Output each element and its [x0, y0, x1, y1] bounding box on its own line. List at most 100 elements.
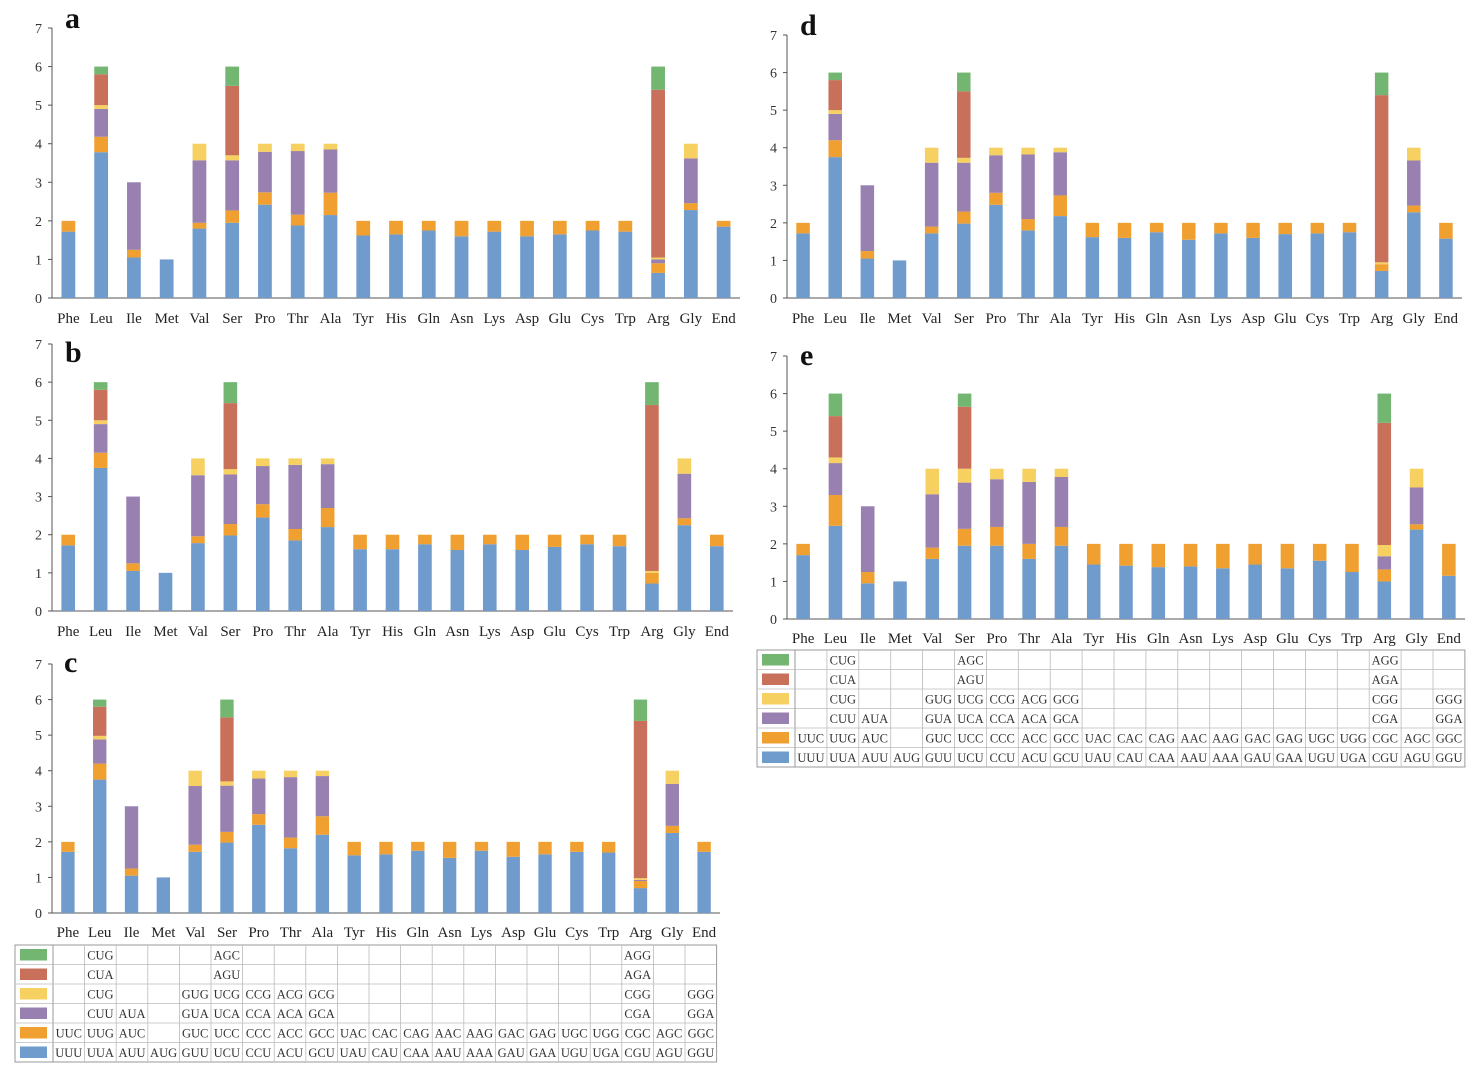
y-tick-label: 6	[770, 67, 777, 82]
codon-cell: GAA	[529, 1046, 556, 1060]
bar-segment	[1086, 564, 1101, 619]
codon-cell: AUC	[862, 731, 888, 745]
bar-segment	[258, 192, 272, 205]
bar-segment	[223, 535, 238, 611]
bar-segment	[255, 517, 270, 611]
chart-b: b 0 1 2 3 4 5 6 7 Phe Leu Ile Met Val Ser Pro Thr Ala Tyr H…	[35, 336, 733, 640]
bar-segment	[585, 220, 600, 231]
bar-segment	[957, 211, 971, 224]
bar-segment	[158, 572, 173, 611]
codon-cell: GCC	[309, 1026, 335, 1040]
x-tick-label: Thr	[1017, 311, 1039, 327]
bar-segment	[1248, 543, 1262, 565]
x-tick-label: Glu	[1276, 631, 1299, 647]
legend-swatch	[20, 988, 47, 1000]
x-tick-label: Ala	[312, 925, 334, 941]
x-tick-label: Gly	[661, 925, 684, 941]
x-tick-label: Trp	[615, 311, 636, 327]
codon-cell: CAC	[372, 1026, 398, 1040]
x-tick-label: Gly	[680, 311, 703, 327]
bar-segment	[1149, 222, 1164, 233]
y-tick-label: 2	[35, 215, 42, 230]
bar-segment	[645, 572, 659, 584]
bar-segment	[258, 151, 272, 193]
codon-cell: UGA	[592, 1046, 619, 1060]
bar-segment	[1151, 567, 1166, 619]
panel-letter: b	[65, 336, 82, 369]
codon-cell: UUG	[87, 1026, 114, 1040]
y-tick-label: 4	[770, 142, 777, 157]
bar-segment	[828, 140, 842, 158]
codon-cell: AGC	[214, 948, 240, 962]
bar-segment	[1054, 545, 1069, 619]
y-tick-label: 3	[35, 800, 42, 815]
bar-segment	[925, 468, 940, 495]
bar-segment	[618, 220, 633, 232]
bar-segment	[651, 272, 665, 298]
bar-segment	[683, 210, 698, 298]
codon-cell: AGC	[1404, 731, 1430, 745]
bar-segment	[290, 225, 305, 298]
codon-cell: GCC	[1053, 731, 1079, 745]
bar-segment	[188, 770, 202, 787]
bar-segment	[283, 770, 298, 778]
bar-segment	[601, 852, 616, 913]
bar-segment	[290, 151, 305, 215]
bar-segment	[570, 851, 584, 913]
bar-segment	[1149, 232, 1164, 298]
x-tick-label: Asp	[1243, 631, 1267, 647]
x-tick-label: Tyr	[350, 624, 371, 640]
bar-segment	[515, 534, 530, 550]
bar-segment	[283, 777, 298, 838]
bar-segment	[290, 214, 305, 226]
bar-segment	[925, 494, 940, 548]
bar-segment	[860, 258, 875, 298]
x-tick-label: Arg	[647, 311, 671, 327]
bar-segment	[442, 857, 457, 913]
chart-a: a 0 1 2 3 4 5 6 7 Phe Leu Ile Met Val Ser Pro Thr Ala Tyr H…	[35, 2, 740, 327]
codon-cell: CAU	[1117, 751, 1143, 765]
x-tick-label: His	[1114, 311, 1135, 327]
x-tick-label: Val	[188, 624, 208, 640]
x-tick-label: Asn	[449, 311, 474, 327]
bar-segment	[283, 837, 298, 849]
codon-cell: UGA	[1340, 751, 1367, 765]
codon-cell: CUG	[87, 948, 113, 962]
bar-segment	[1407, 205, 1421, 213]
y-tick-label: 3	[35, 491, 42, 506]
bar-segment	[93, 452, 108, 468]
codon-cell: GAA	[1276, 751, 1303, 765]
codon-cell: UAU	[340, 1046, 367, 1060]
codon-cell: GUG	[182, 987, 209, 1001]
bar-segment	[252, 770, 266, 779]
bar-segment	[93, 763, 107, 780]
codon-cell: AAU	[434, 1046, 461, 1060]
codon-cell: GUA	[182, 1007, 209, 1021]
bar-segment	[538, 841, 552, 855]
bar-segment	[94, 109, 109, 137]
bar-segment	[538, 854, 552, 913]
bar-segment	[192, 160, 207, 223]
bar-segment	[225, 155, 240, 161]
bar-segment	[1310, 233, 1325, 298]
bar-segment	[290, 143, 305, 152]
x-tick-label: Leu	[89, 311, 113, 327]
codon-cell: GGC	[1436, 731, 1462, 745]
x-tick-label: Gly	[673, 624, 696, 640]
bar-segment	[93, 699, 107, 707]
bar-segment	[645, 405, 659, 571]
bar-segment	[1312, 560, 1327, 619]
x-tick-label: Thr	[287, 311, 309, 327]
bar-segment	[93, 424, 108, 453]
x-tick-label: Gln	[414, 624, 437, 640]
bar-segment	[191, 458, 205, 476]
bar-segment	[220, 785, 234, 832]
codon-cell: CUG	[830, 692, 856, 706]
bar-segment	[252, 814, 266, 825]
codon-cell: CCA	[246, 1007, 272, 1021]
bar-segment	[633, 888, 648, 913]
bar-segment	[61, 545, 76, 611]
bar-segment	[225, 160, 240, 211]
bar-segment	[1021, 230, 1035, 298]
bar-segment	[353, 534, 367, 550]
